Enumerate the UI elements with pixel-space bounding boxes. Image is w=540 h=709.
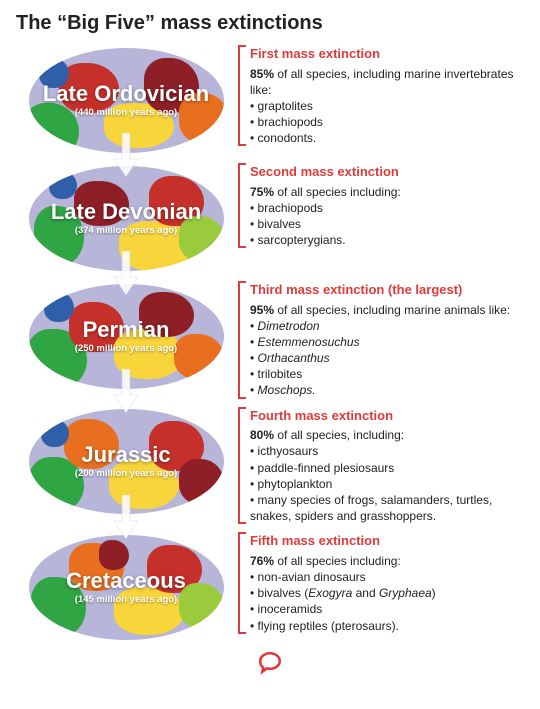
landmass-shape — [99, 540, 129, 570]
lead-rest: of all species including: — [274, 185, 401, 199]
globe-column: Cretaceous (145 million years ago) — [16, 532, 236, 642]
list-item: graptolites — [250, 98, 524, 114]
description-column: Second mass extinction 75% of all species… — [238, 163, 524, 248]
arrow-down-icon — [112, 251, 140, 295]
landmass-shape — [179, 459, 224, 504]
lead-rest: of all species, including: — [274, 428, 404, 442]
era-name: Cretaceous — [66, 570, 186, 592]
landmass-shape — [174, 334, 224, 379]
list-item: Orthacanthus — [250, 350, 524, 366]
list-item: non-avian dinosaurs — [250, 569, 524, 585]
extinction-row: Permian (250 million years ago) Third mass… — [16, 281, 524, 399]
percent-value: 80% — [250, 428, 274, 442]
speech-bubble-icon — [257, 650, 283, 676]
extinction-title: Second mass extinction — [250, 163, 524, 181]
era-subtitle: (440 million years ago) — [75, 107, 177, 118]
list-item: Moschops. — [250, 382, 524, 398]
lead-rest: of all species, including marine animals… — [274, 303, 510, 317]
description-column: Third mass extinction (the largest) 95% o… — [238, 281, 524, 399]
extinction-row: Late Devonian (374 million years ago) Seco… — [16, 163, 524, 273]
lead-rest: of all species, including marine inverte… — [250, 67, 514, 97]
list-item: phytoplankton — [250, 476, 524, 492]
species-list: graptolitesbrachiopodsconodonts. — [250, 98, 524, 147]
page-title: The “Big Five” mass extinctions — [16, 12, 524, 35]
percent-value: 75% — [250, 185, 274, 199]
era-name: Permian — [83, 319, 170, 341]
extinction-title: Fifth mass extinction — [250, 532, 524, 550]
species-list: DimetrodonEstemmenosuchusOrthacanthustri… — [250, 318, 524, 399]
percent-value: 76% — [250, 554, 274, 568]
extinction-row: Cretaceous (145 million years ago) Fifth m… — [16, 532, 524, 642]
lead-text: 80% of all species, including: — [250, 427, 524, 443]
era-name: Late Devonian — [51, 201, 201, 223]
lead-text: 85% of all species, including marine inv… — [250, 66, 524, 98]
percent-value: 85% — [250, 67, 274, 81]
landmass-shape — [49, 171, 77, 199]
list-item: conodonts. — [250, 130, 524, 146]
extinction-row: Late Ordovician (440 million years ago) Fi… — [16, 45, 524, 155]
species-list: non-avian dinosaursbivalves (Exogyra and… — [250, 569, 524, 634]
list-item: bivalves — [250, 216, 524, 232]
description-column: Fourth mass extinction 80% of all species… — [238, 407, 524, 525]
extinction-title: Third mass extinction (the largest) — [250, 281, 524, 299]
lead-text: 76% of all species including: — [250, 553, 524, 569]
landmass-shape — [44, 292, 74, 322]
extinction-title: Fourth mass extinction — [250, 407, 524, 425]
globe-column: Late Ordovician (440 million years ago) — [16, 45, 236, 155]
list-item: flying reptiles (pterosaurs). — [250, 618, 524, 634]
extinction-title: First mass extinction — [250, 45, 524, 63]
species-list: icthyosaurspaddle-finned plesiosaursphyt… — [250, 443, 524, 524]
percent-value: 95% — [250, 303, 274, 317]
arrow-down-icon — [112, 495, 140, 539]
extinction-rows: Late Ordovician (440 million years ago) Fi… — [16, 45, 524, 642]
list-item: brachiopods — [250, 114, 524, 130]
list-item: Dimetrodon — [250, 318, 524, 334]
list-item: paddle-finned plesiosaurs — [250, 460, 524, 476]
era-subtitle: (374 million years ago) — [75, 225, 177, 236]
era-subtitle: (250 million years ago) — [75, 343, 177, 354]
description-column: Fifth mass extinction 76% of all species … — [238, 532, 524, 633]
extinction-row: Jurassic (200 million years ago) Fourth ma… — [16, 407, 524, 525]
list-item: inoceramids — [250, 601, 524, 617]
era-name: Jurassic — [81, 444, 170, 466]
lead-text: 95% of all species, including marine ani… — [250, 302, 524, 318]
species-list: brachiopodsbivalvessarcopterygians. — [250, 200, 524, 249]
list-item: bivalves (Exogyra and Gryphaea) — [250, 585, 524, 601]
era-subtitle: (200 million years ago) — [75, 468, 177, 479]
era-globe: Cretaceous (145 million years ago) — [29, 535, 224, 640]
arrow-down-icon — [112, 133, 140, 177]
lead-text: 75% of all species including: — [250, 184, 524, 200]
arrow-down-icon — [112, 369, 140, 413]
list-item: trilobites — [250, 366, 524, 382]
list-item: brachiopods — [250, 200, 524, 216]
globe-column: Permian (250 million years ago) — [16, 281, 236, 391]
list-item: many species of frogs, salamanders, turt… — [250, 492, 524, 524]
list-item: icthyosaurs — [250, 443, 524, 459]
era-subtitle: (145 million years ago) — [75, 594, 177, 605]
era-name: Late Ordovician — [43, 83, 209, 105]
description-column: First mass extinction 85% of all species,… — [238, 45, 524, 146]
globe-column: Jurassic (200 million years ago) — [16, 407, 236, 517]
list-item: Estemmenosuchus — [250, 334, 524, 350]
globe-column: Late Devonian (374 million years ago) — [16, 163, 236, 273]
lead-rest: of all species including: — [274, 554, 401, 568]
landmass-shape — [41, 419, 69, 447]
list-item: sarcopterygians. — [250, 232, 524, 248]
